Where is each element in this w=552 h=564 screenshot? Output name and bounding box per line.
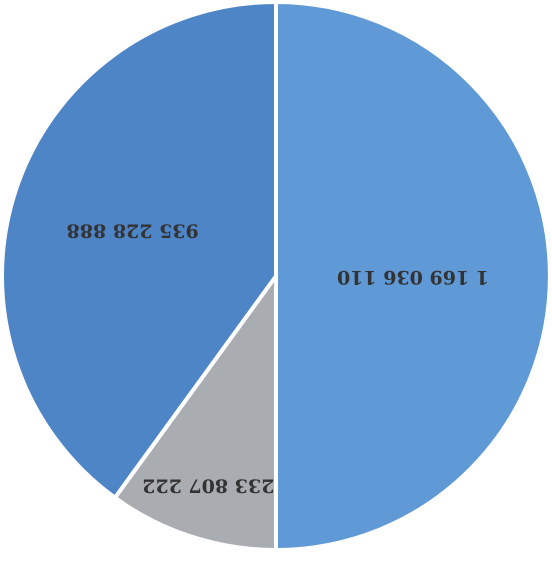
slice-gray-0 <box>112 269 278 553</box>
data-label-2: 1 169 036 110 <box>337 266 489 288</box>
slice-dark-blue-1 <box>0 0 278 501</box>
slice-light-blue-2 <box>274 0 552 553</box>
data-label-1: 935 228 888 <box>67 219 199 241</box>
pie-data-labels: 233 807 222 935 228 888 1 169 036 110 <box>67 219 489 496</box>
data-label-0: 233 807 222 <box>142 474 274 496</box>
